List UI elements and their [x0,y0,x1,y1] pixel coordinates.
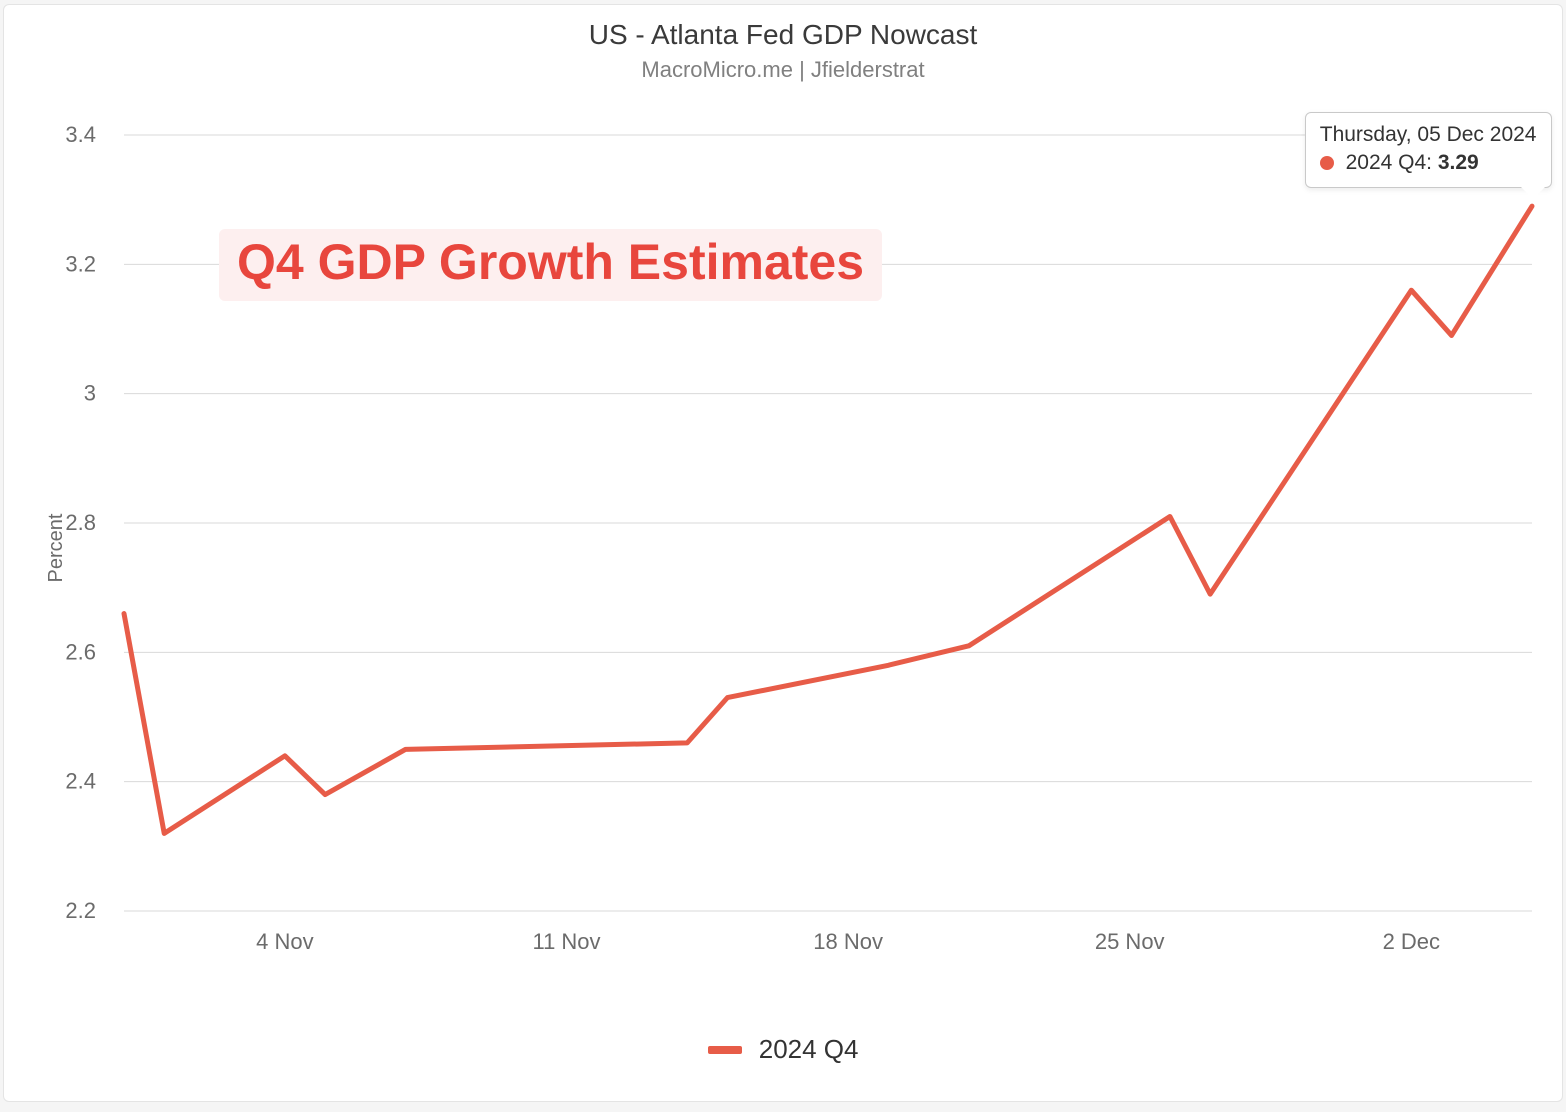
svg-text:25 Nov: 25 Nov [1095,929,1165,954]
chart-subtitle: MacroMicro.me | Jfielderstrat [4,57,1562,83]
svg-text:2.4: 2.4 [65,769,96,794]
data-tooltip: Thursday, 05 Dec 2024 2024 Q4: 3.29 [1305,112,1552,188]
legend-label: 2024 Q4 [759,1034,859,1064]
chart-card: US - Atlanta Fed GDP Nowcast MacroMicro.… [3,4,1563,1102]
headline-annotation: Q4 GDP Growth Estimates [219,229,882,301]
svg-text:3: 3 [84,381,96,406]
svg-text:3.2: 3.2 [65,251,96,276]
plot-area: Percent 2.22.42.62.833.23.44 Nov11 Nov18… [4,115,1562,981]
svg-text:2.6: 2.6 [65,639,96,664]
tooltip-caret-icon [1521,187,1545,199]
tooltip-value: 3.29 [1438,151,1479,174]
svg-text:11 Nov: 11 Nov [532,929,600,954]
svg-text:2 Dec: 2 Dec [1383,929,1440,954]
svg-text:3.4: 3.4 [65,122,96,147]
tooltip-value-row: 2024 Q4: 3.29 [1320,151,1537,175]
svg-text:2.2: 2.2 [65,898,96,923]
tooltip-series-dot-icon [1320,156,1334,170]
legend-swatch-icon [708,1046,742,1054]
svg-text:18 Nov: 18 Nov [813,929,883,954]
chart-title: US - Atlanta Fed GDP Nowcast [4,19,1562,51]
chart-legend: 2024 Q4 [4,1034,1562,1065]
tooltip-date: Thursday, 05 Dec 2024 [1320,123,1537,147]
svg-text:2.8: 2.8 [65,510,96,535]
svg-text:4 Nov: 4 Nov [256,929,313,954]
tooltip-series-name: 2024 Q4 [1346,151,1427,174]
